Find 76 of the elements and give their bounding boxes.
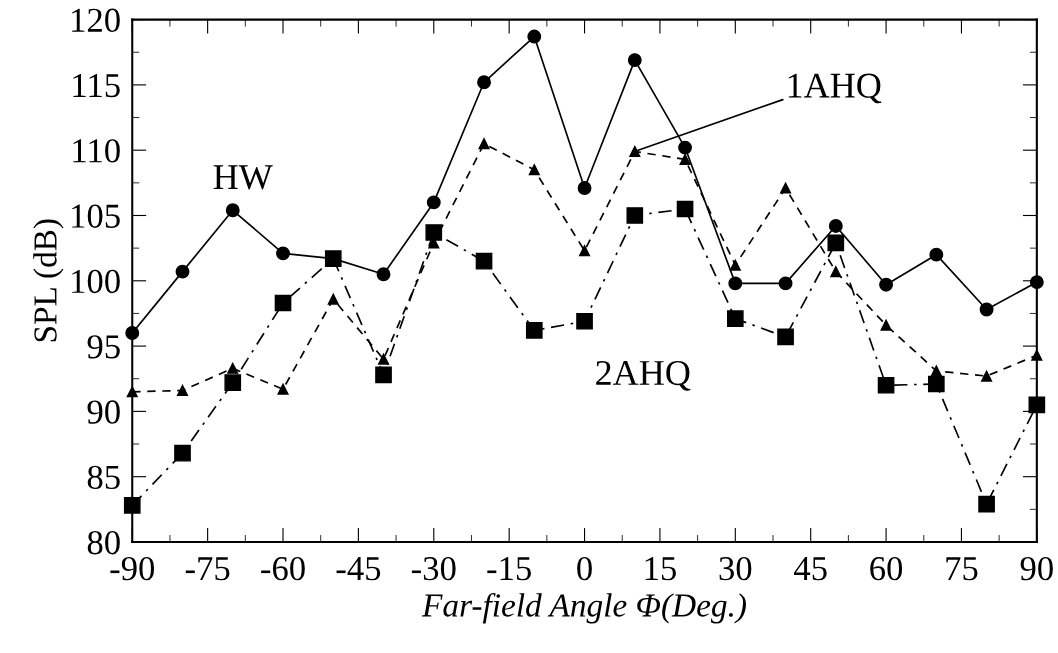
point xyxy=(577,181,592,196)
x-tick-label: -45 xyxy=(336,557,381,581)
y-tick-label: 110 xyxy=(73,139,120,163)
x-tick-label: -60 xyxy=(261,556,305,581)
y-tick-label: 80 xyxy=(87,530,120,555)
point xyxy=(176,384,189,397)
point xyxy=(978,495,995,513)
x-tick-label: 15 xyxy=(645,557,676,581)
point xyxy=(828,218,843,233)
point xyxy=(576,312,593,330)
point xyxy=(678,140,693,155)
point xyxy=(780,182,792,194)
point xyxy=(979,302,994,317)
point xyxy=(174,444,191,462)
point xyxy=(927,375,945,393)
point xyxy=(877,376,895,394)
point xyxy=(626,207,644,224)
point xyxy=(477,75,491,90)
point xyxy=(627,53,642,68)
point xyxy=(879,277,894,292)
point xyxy=(123,497,141,514)
x-tick-label: -90 xyxy=(110,556,155,581)
point xyxy=(578,245,591,257)
point xyxy=(880,319,892,331)
point xyxy=(274,294,292,312)
y-tick-label: 85 xyxy=(87,465,120,490)
point xyxy=(375,366,392,384)
x-tick-label: -30 xyxy=(411,556,456,581)
point xyxy=(929,247,944,262)
point xyxy=(377,353,390,365)
point xyxy=(475,252,493,270)
y-tick-label: 100 xyxy=(72,269,120,294)
y-tick-label: 95 xyxy=(87,335,120,359)
point xyxy=(277,383,289,395)
y-tick-label: 105 xyxy=(72,204,120,228)
x-tick-label: 30 xyxy=(719,556,752,581)
point xyxy=(729,259,741,271)
point xyxy=(426,195,441,210)
point xyxy=(525,322,543,339)
point xyxy=(327,293,339,305)
x-axis-title: Far-field Angle Φ(Deg.) xyxy=(421,592,746,624)
point xyxy=(679,153,691,165)
y-tick-label: 120 xyxy=(72,8,120,32)
point xyxy=(981,370,993,382)
point xyxy=(830,266,842,278)
point xyxy=(425,224,443,241)
point xyxy=(175,264,190,279)
x-tick-label: -15 xyxy=(487,557,531,581)
x-tick-label: -75 xyxy=(185,557,230,581)
annotation: 1AHQ xyxy=(788,73,882,104)
y-tick-label: 90 xyxy=(87,400,120,424)
point xyxy=(726,310,744,327)
x-tick-label: 45 xyxy=(794,557,827,581)
series-label: HW xyxy=(213,165,273,190)
point xyxy=(225,203,240,218)
point xyxy=(629,145,641,158)
y-axis-title: SPL (dB) xyxy=(33,219,64,342)
point xyxy=(676,200,694,218)
point xyxy=(777,328,794,346)
point xyxy=(376,267,391,282)
point xyxy=(528,164,540,176)
point xyxy=(478,138,490,150)
x-tick-label: 75 xyxy=(946,557,978,581)
x-tick-label: 60 xyxy=(870,556,903,581)
series-label: 2AHQ xyxy=(596,360,691,391)
point xyxy=(728,276,743,291)
point xyxy=(827,234,845,252)
point xyxy=(227,362,239,374)
point xyxy=(527,29,542,44)
point xyxy=(276,246,290,261)
point xyxy=(224,374,242,391)
point xyxy=(778,276,793,291)
point xyxy=(930,365,942,377)
y-tick-label: 115 xyxy=(73,74,120,98)
x-tick-label: 0 xyxy=(577,556,592,581)
x-tick-label: 90 xyxy=(1020,556,1053,581)
